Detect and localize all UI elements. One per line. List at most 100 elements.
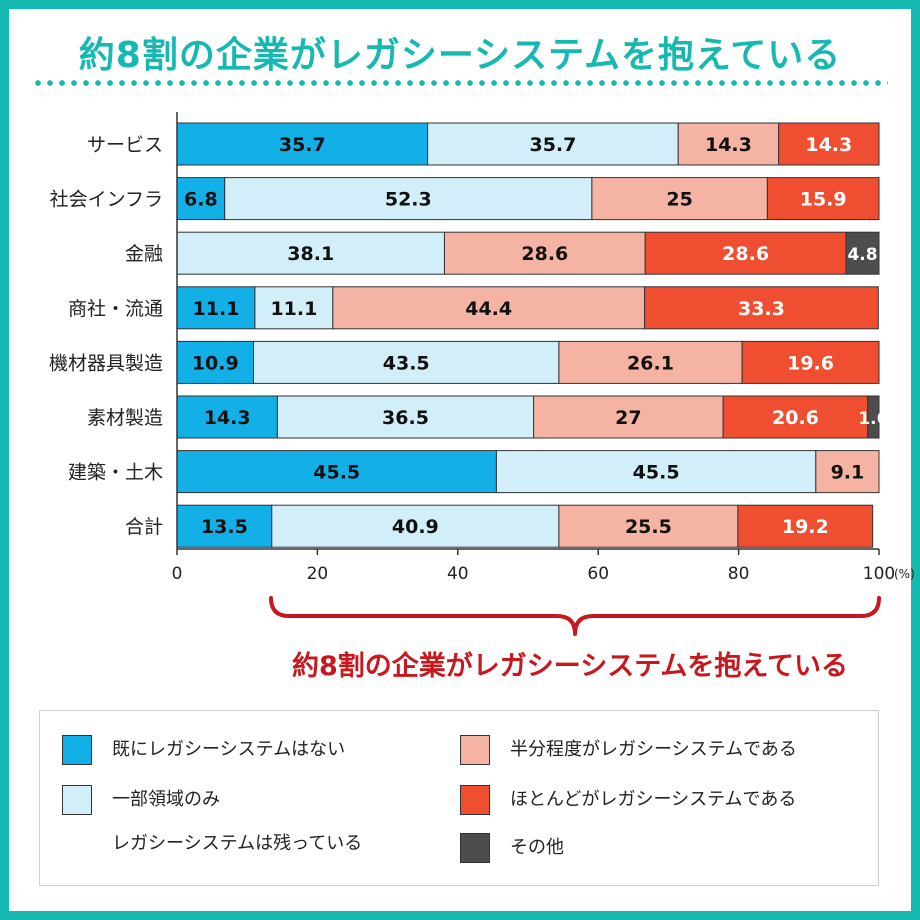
data-label: 33.3 — [738, 298, 785, 320]
legend-label-line: ほとんどがレガシーシステムである — [510, 789, 797, 810]
bar-segment-partial — [224, 177, 593, 221]
data-label: 27 — [615, 407, 641, 429]
legend-label-other: その他 — [510, 833, 564, 863]
x-tick-label: 60 — [587, 564, 609, 584]
bar-segment-partial — [427, 122, 679, 166]
x-tick-label: 20 — [307, 564, 329, 584]
data-label: 35.7 — [529, 134, 576, 156]
data-label: 20.6 — [772, 407, 819, 429]
data-label: 26.1 — [627, 352, 674, 374]
data-label: 28.6 — [521, 243, 568, 265]
legend-label-line: レガシーシステムは残っている — [112, 833, 363, 854]
data-label: 25 — [666, 189, 692, 211]
bar-segment-half — [558, 340, 743, 384]
bar-segment-none — [176, 286, 256, 330]
curly-bracket — [269, 596, 881, 636]
legend-swatch-half — [460, 735, 490, 765]
legend-label-partial: 一部領域のみ レガシーシステムは残っている — [112, 785, 362, 859]
data-label: 14.3 — [705, 134, 752, 156]
data-label: 40.9 — [392, 516, 439, 538]
legend-item-partial: 一部領域のみ レガシーシステムは残っている — [62, 785, 362, 859]
legend-item-mostly: ほとんどがレガシーシステムである — [460, 785, 796, 815]
x-tick-label: 100 — [863, 564, 895, 584]
data-label: 45.5 — [633, 462, 680, 484]
data-label: 15.9 — [800, 189, 847, 211]
data-label: 14.3 — [805, 134, 852, 156]
data-label: 6.8 — [184, 189, 218, 211]
legend-label-line: 既にレガシーシステムはない — [112, 739, 346, 760]
bar-segment-none — [176, 450, 497, 494]
bar-segment-partial — [254, 286, 334, 330]
category-label: 建築・土木 — [68, 462, 163, 484]
data-label: 35.7 — [279, 134, 326, 156]
data-label: 45.5 — [313, 462, 360, 484]
bar-segment-partial — [253, 340, 560, 384]
dotted-divider — [32, 80, 888, 86]
bar-segment-half — [815, 450, 880, 494]
category-label: 社会インフラ — [50, 189, 163, 211]
data-label: 38.1 — [287, 243, 334, 265]
bar-segment-mostly — [644, 231, 847, 275]
x-tick-label: 80 — [728, 564, 750, 584]
data-label: 14.3 — [204, 407, 251, 429]
legend-label-mostly: ほとんどがレガシーシステムである — [510, 785, 796, 815]
bar-segment-none — [176, 177, 226, 221]
bar-segment-other — [867, 395, 880, 439]
data-label: 1.6 — [858, 409, 888, 429]
x-tick-label: 0 — [172, 564, 183, 584]
bar-segment-half — [443, 231, 646, 275]
legend-swatch-mostly — [460, 785, 490, 815]
legend-label-none: 既にレガシーシステムはない — [112, 735, 345, 765]
bracket-annotation: 約8割の企業がレガシーシステムを抱えている — [291, 651, 849, 682]
bar-segment-mostly — [741, 340, 880, 384]
data-label: 10.9 — [192, 352, 239, 374]
data-label: 19.2 — [782, 516, 829, 538]
x-axis-unit: (%) — [894, 567, 915, 581]
bar-segment-partial — [176, 231, 445, 275]
data-label: 43.5 — [383, 352, 430, 374]
legend-item-other: その他 — [460, 833, 564, 863]
category-label: 合計 — [125, 516, 163, 538]
data-label: 11.1 — [270, 298, 317, 320]
legend-label-line: 一部領域のみ — [112, 789, 220, 810]
category-label: サービス — [87, 134, 163, 156]
chart-legend: 既にレガシーシステムはない 一部領域のみ レガシーシステムは残っている 半分程度… — [39, 710, 879, 886]
category-label: 金融 — [125, 243, 163, 265]
bar-segment-partial — [276, 395, 535, 439]
legend-item-half: 半分程度がレガシーシステムである — [460, 735, 797, 765]
data-label: 9.1 — [831, 462, 865, 484]
data-label: 4.8 — [847, 245, 877, 265]
bar-segment-mostly — [778, 122, 880, 166]
category-label: 素材製造 — [87, 407, 163, 429]
page-title: 約8割の企業がレガシーシステムを抱えている — [78, 35, 842, 76]
x-tick-label: 40 — [447, 564, 469, 584]
bar-segment-half — [332, 286, 646, 330]
data-label: 25.5 — [625, 516, 672, 538]
bar-segment-mostly — [766, 177, 880, 221]
bar-segment-mostly — [644, 286, 879, 330]
category-label: 機材器具製造 — [49, 352, 163, 374]
data-label: 52.3 — [385, 189, 432, 211]
bar-segment-none — [176, 122, 429, 166]
category-label: 商社・流通 — [68, 298, 163, 320]
bar-segment-other — [845, 231, 880, 275]
legend-swatch-none — [62, 735, 92, 765]
bar-segment-mostly — [737, 504, 874, 548]
data-label: 13.5 — [201, 516, 248, 538]
legend-swatch-other — [460, 833, 490, 863]
legend-item-none: 既にレガシーシステムはない — [62, 735, 345, 765]
data-label: 36.5 — [382, 407, 429, 429]
bar-segment-mostly — [722, 395, 869, 439]
bar-segment-partial — [495, 450, 817, 494]
data-label: 19.6 — [787, 352, 834, 374]
data-label: 28.6 — [722, 243, 769, 265]
bar-segment-partial — [271, 504, 560, 548]
legend-label-line: その他 — [510, 837, 564, 858]
bar-segment-half — [533, 395, 724, 439]
legend-swatch-partial — [62, 785, 92, 815]
legend-label-half: 半分程度がレガシーシステムである — [510, 735, 797, 765]
bar-segment-half — [558, 504, 739, 548]
legend-label-line: 半分程度がレガシーシステムである — [510, 739, 797, 760]
